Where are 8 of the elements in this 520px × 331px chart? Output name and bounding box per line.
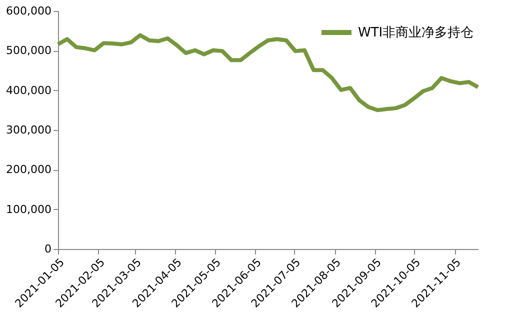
y-tick-label: 600,000 bbox=[6, 4, 52, 18]
y-tick-label: 0 bbox=[44, 242, 52, 256]
y-tick-label: 400,000 bbox=[6, 84, 52, 97]
y-tick-label: 200,000 bbox=[6, 163, 52, 176]
legend-label: WTI非商业净多持仓 bbox=[358, 26, 474, 40]
y-tick-label: 100,000 bbox=[6, 202, 52, 216]
y-tick-label: 500,000 bbox=[6, 44, 52, 58]
y-tick-label: 300,000 bbox=[6, 124, 52, 136]
